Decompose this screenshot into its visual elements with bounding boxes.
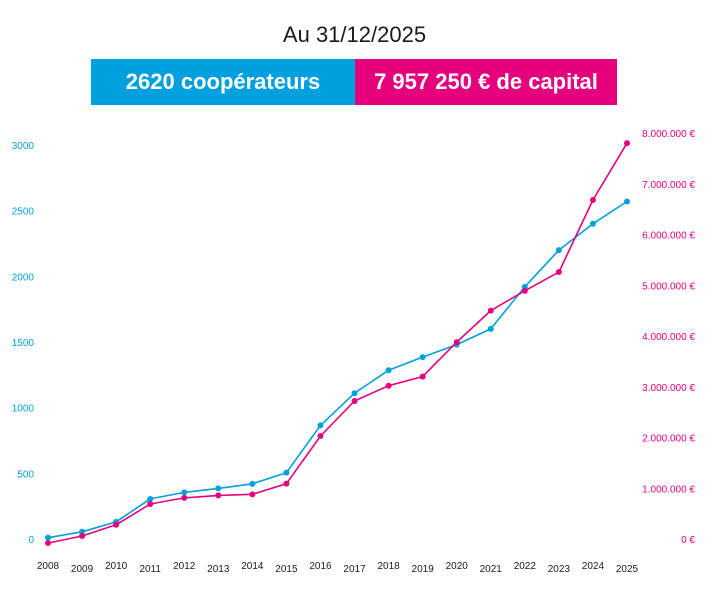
data-point [147, 495, 154, 502]
data-point [317, 432, 324, 439]
x-axis-tick-label: 2009 [71, 564, 94, 575]
members-series [45, 198, 630, 541]
data-point [385, 367, 392, 374]
x-axis-tick-label: 2022 [514, 561, 537, 572]
members-count-banner: 2620 coopérateurs [91, 59, 355, 105]
data-point [181, 489, 188, 496]
capital-series [45, 140, 630, 547]
x-axis-tick-label: 2014 [241, 561, 264, 572]
x-axis-tick-label: 2012 [173, 561, 196, 572]
data-point [113, 521, 120, 528]
right-axis-tick-label: 7.000.000 € [642, 180, 695, 191]
data-point [589, 220, 596, 227]
data-point [45, 540, 51, 547]
data-point [317, 422, 324, 429]
series-line [47, 200, 628, 539]
x-axis-tick-label: 2008 [37, 561, 60, 572]
capital-total-banner: 7 957 250 € de capital [355, 59, 617, 105]
left-axis-tick-label: 1500 [12, 338, 35, 349]
right-axis-tick-label: 0 € [681, 535, 695, 546]
data-point [487, 307, 494, 314]
left-axis-tick-label: 2500 [12, 207, 35, 218]
data-point [487, 325, 494, 332]
data-point [589, 196, 596, 203]
data-point [45, 534, 51, 541]
right-axis-tick-label: 1.000.000 € [642, 484, 695, 495]
x-axis-tick-label: 2024 [582, 561, 605, 572]
x-axis-tick-label: 2019 [412, 564, 435, 575]
data-point [249, 480, 256, 487]
data-point [351, 397, 358, 404]
data-point [351, 390, 358, 397]
x-axis-tick-label: 2013 [207, 564, 230, 575]
x-axis-tick-label: 2018 [377, 561, 400, 572]
right-axis-tick-label: 5.000.000 € [642, 281, 695, 292]
data-point [79, 532, 86, 539]
series-line [47, 142, 628, 544]
data-point [283, 480, 290, 487]
x-axis: 2008 2009 2010 2011 2012 2013 2014 2015 2016 2017… [37, 561, 639, 575]
data-point [249, 491, 256, 498]
right-axis-tick-label: 3.000.000 € [642, 383, 695, 394]
data-point [453, 339, 460, 346]
data-point [283, 469, 290, 476]
x-axis-tick-label: 2020 [446, 561, 469, 572]
data-point [181, 494, 188, 501]
data-point [215, 485, 222, 492]
data-point [147, 500, 154, 507]
left-y-axis: 0 500 1000 1500 2000 2500 3000 [12, 141, 35, 546]
data-point [555, 269, 562, 276]
x-axis-tick-label: 2023 [548, 564, 571, 575]
data-point [624, 140, 630, 147]
x-axis-tick-label: 2010 [105, 561, 128, 572]
data-point [521, 287, 528, 294]
series-layer [45, 140, 630, 547]
x-axis-tick-label: 2011 [139, 564, 161, 575]
data-point [555, 247, 562, 254]
right-axis-tick-label: 6.000.000 € [642, 231, 695, 242]
page-title: Au 31/12/2025 [282, 22, 427, 47]
data-point [385, 382, 392, 389]
left-axis-tick-label: 1000 [12, 404, 35, 415]
data-point [215, 492, 222, 499]
right-axis-tick-label: 2.000.000 € [642, 434, 695, 445]
right-axis-tick-label: 8.000.000 € [642, 129, 695, 140]
left-axis-tick-label: 3000 [12, 141, 35, 152]
right-axis-tick-label: 4.000.000 € [642, 332, 695, 343]
data-point [624, 198, 630, 205]
data-point [419, 354, 426, 361]
left-axis-tick-label: 500 [17, 469, 34, 480]
right-y-axis: 0 € 1.000.000 € 2.000.000 € 3.000.000 € 4.00… [642, 129, 695, 546]
x-axis-tick-label: 2017 [343, 564, 366, 575]
x-axis-tick-label: 2021 [480, 564, 503, 575]
left-axis-tick-label: 0 [28, 535, 34, 546]
left-axis-tick-label: 2000 [12, 272, 35, 283]
data-point [419, 373, 426, 380]
x-axis-tick-label: 2025 [616, 564, 639, 575]
x-axis-tick-label: 2015 [275, 564, 298, 575]
x-axis-tick-label: 2016 [309, 561, 332, 572]
data-point [79, 528, 86, 535]
